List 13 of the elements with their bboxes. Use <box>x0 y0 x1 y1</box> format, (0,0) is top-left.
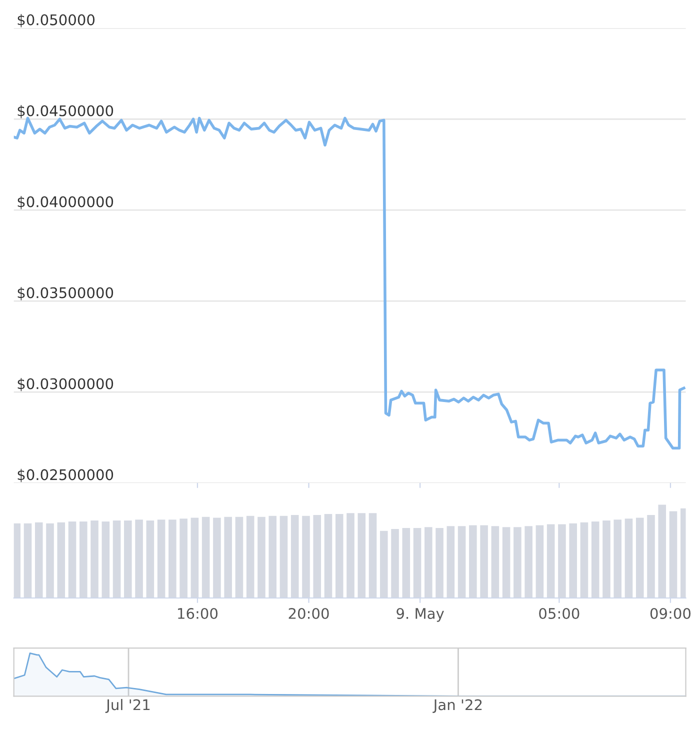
x-tick-label: 16:00 <box>178 608 218 620</box>
y-tick-label: $0.02500000 <box>18 468 114 482</box>
x-tick-label: Jan '22 <box>432 699 482 713</box>
y-tick-label: $0.03000000 <box>18 378 114 392</box>
x-tick-label: 05:00 <box>539 608 580 620</box>
x-tick-label: Jul '21 <box>105 698 150 713</box>
x-tick-label: 09:00 <box>650 608 691 620</box>
x-tick-label: 9. May <box>396 608 444 622</box>
y-tick-label: $0.050000 <box>18 14 95 28</box>
x-tick-label: 20:00 <box>288 608 329 620</box>
y-tick-label: $0.04500000 <box>18 105 114 118</box>
y-tick-label: $0.03500000 <box>18 286 114 300</box>
y-tick-label: $0.04000000 <box>18 196 114 210</box>
